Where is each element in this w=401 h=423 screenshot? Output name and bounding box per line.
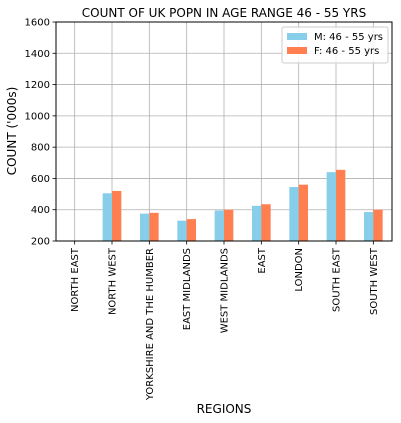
x-axis-label: REGIONS bbox=[197, 402, 252, 416]
y-tick-label: 600 bbox=[31, 174, 50, 185]
bar-m bbox=[327, 172, 336, 241]
y-tick-label: 800 bbox=[31, 143, 50, 154]
x-tick-label: LONDON bbox=[294, 248, 305, 292]
legend-label: F: 46 - 55 yrs bbox=[314, 46, 379, 57]
bar-m bbox=[215, 210, 224, 241]
x-tick-label: NORTH EAST bbox=[70, 247, 81, 312]
y-axis-label: COUNT ('000s) bbox=[5, 87, 19, 176]
bar-f bbox=[261, 204, 270, 241]
bar-m bbox=[364, 212, 373, 241]
y-tick-label: 200 bbox=[31, 237, 50, 248]
x-tick-label: WEST MIDLANDS bbox=[220, 248, 231, 333]
y-tick-label: 1000 bbox=[25, 111, 50, 122]
x-tick-label: EAST MIDLANDS bbox=[182, 248, 193, 330]
bar-m bbox=[103, 193, 112, 241]
chart-title: COUNT OF UK POPN IN AGE RANGE 46 - 55 YR… bbox=[82, 6, 366, 20]
y-tick-label: 1600 bbox=[25, 18, 50, 29]
y-tick-label: 1400 bbox=[25, 49, 50, 60]
bar-m bbox=[177, 221, 186, 241]
bar-f bbox=[336, 170, 345, 241]
bar-m bbox=[140, 214, 149, 241]
bar-f bbox=[224, 210, 233, 241]
legend-label: M: 46 - 55 yrs bbox=[314, 32, 383, 43]
x-tick-label: NORTH WEST bbox=[108, 247, 119, 315]
y-tick-label: 400 bbox=[31, 205, 50, 216]
x-tick-label: SOUTH WEST bbox=[369, 247, 380, 315]
x-tick-label: SOUTH EAST bbox=[332, 247, 343, 312]
legend-swatch bbox=[287, 47, 307, 54]
y-tick-label: 1200 bbox=[25, 80, 50, 91]
legend: M: 46 - 55 yrs F: 46 - 55 yrs bbox=[282, 27, 388, 63]
bar-m bbox=[289, 187, 298, 241]
bar-f bbox=[373, 210, 382, 241]
bar-f bbox=[299, 185, 308, 241]
bar-f bbox=[187, 219, 196, 241]
x-tick-label: YORKSHIRE AND THE HUMBER bbox=[145, 248, 156, 401]
bar-m bbox=[252, 206, 261, 241]
x-tick-label: EAST bbox=[257, 247, 268, 274]
bar-f bbox=[112, 191, 121, 241]
bar-f bbox=[149, 213, 158, 241]
legend-swatch bbox=[287, 33, 307, 40]
